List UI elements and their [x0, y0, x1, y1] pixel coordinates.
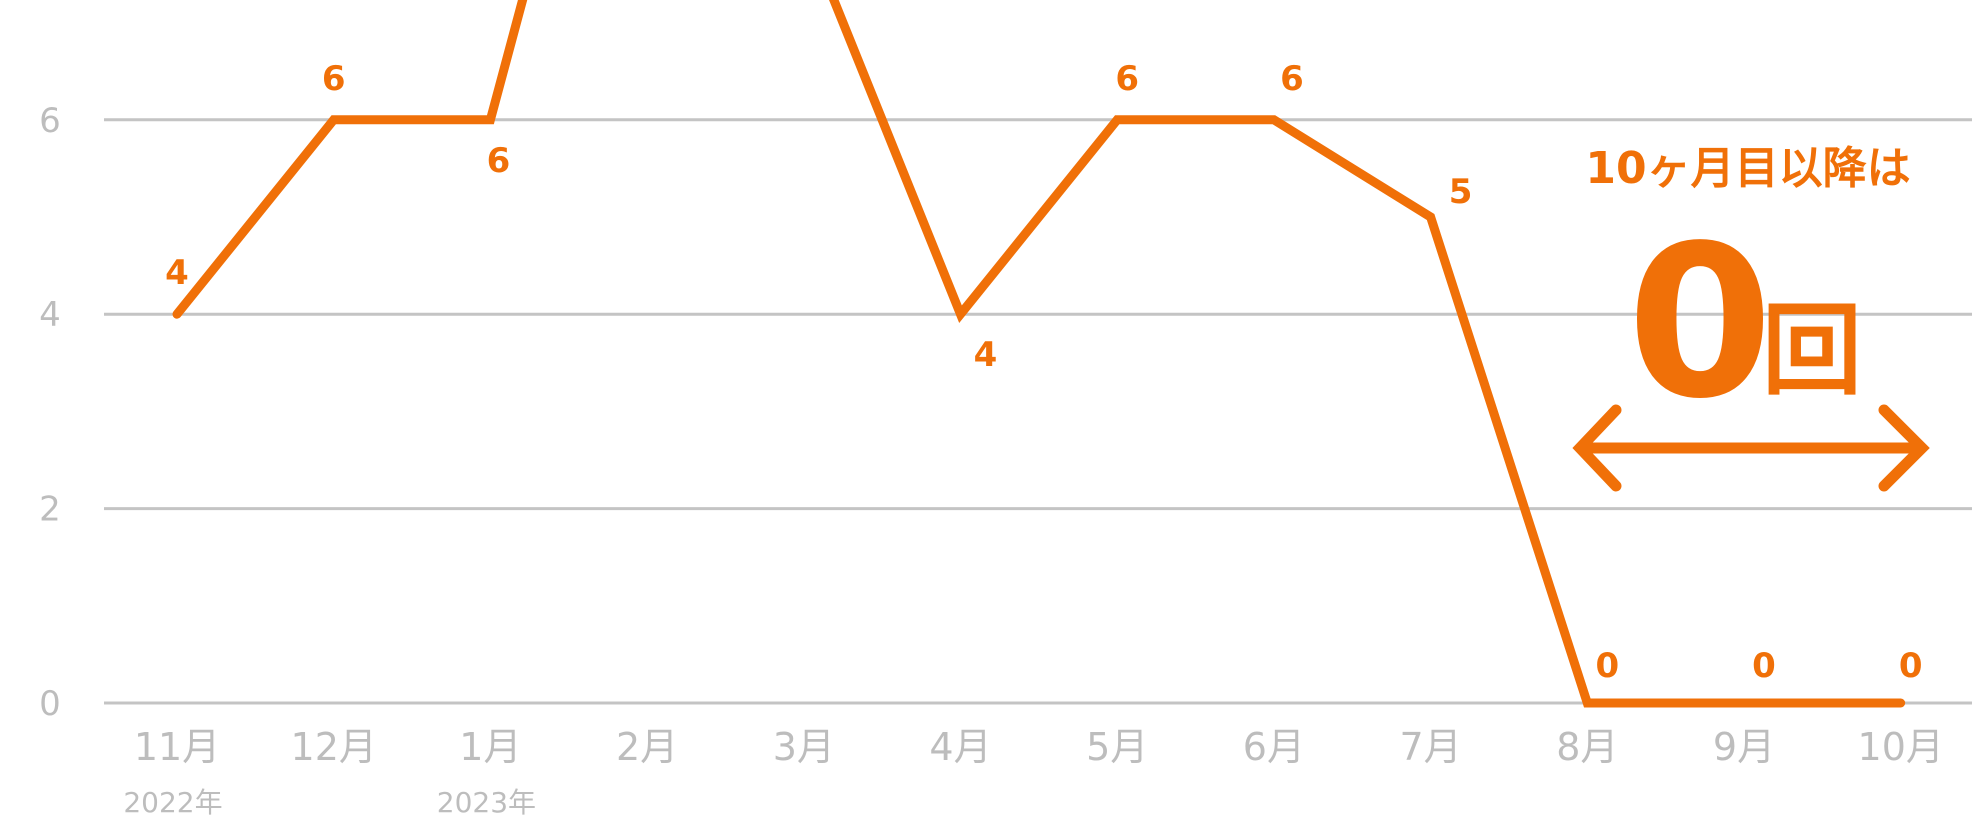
x-tick-label: 6月 — [1243, 725, 1305, 769]
range-arrow-left-head — [1572, 404, 1622, 492]
data-label: 6 — [1115, 59, 1139, 99]
data-labels: 4661284665000 — [165, 59, 1923, 686]
x-tick-label: 12月 — [291, 725, 377, 769]
data-label: 4 — [974, 335, 998, 375]
series-line — [172, 0, 1906, 708]
data-label: 0 — [1595, 646, 1619, 686]
x-tick-label: 11月 — [134, 725, 220, 769]
x-tick-label: 5月 — [1086, 725, 1148, 769]
data-label: 4 — [165, 253, 189, 293]
x-tick-label: 8月 — [1556, 725, 1618, 769]
data-label: 6 — [322, 59, 346, 99]
annotation-unit: 回 — [1762, 292, 1862, 409]
data-label: 6 — [1280, 59, 1304, 99]
range-arrow-right-head — [1878, 404, 1930, 492]
year-label: 2022年 — [123, 786, 222, 819]
x-tick-label: 7月 — [1400, 725, 1462, 769]
x-tick-label: 4月 — [929, 725, 991, 769]
annotation-zero-after-10-months: 10ヶ月目以降は 0 回 — [1572, 143, 1930, 492]
data-label: 0 — [1899, 646, 1923, 686]
x-tick-label: 10月 — [1858, 725, 1944, 769]
year-label: 2023年 — [437, 786, 536, 819]
x-tick-label: 3月 — [773, 725, 835, 769]
y-axis-ticks: 02468101214 — [39, 101, 61, 724]
x-tick-label: 1月 — [459, 725, 521, 769]
data-label: 0 — [1752, 646, 1776, 686]
data-label: 6 — [487, 141, 511, 181]
x-tick-label: 9月 — [1713, 725, 1775, 769]
y-tick-label-0: 0 — [39, 684, 61, 724]
annotation-big-value: 0 — [1627, 200, 1773, 445]
annotation-title: 10ヶ月目以降は — [1585, 143, 1910, 194]
data-label: 5 — [1449, 172, 1473, 212]
range-arrow-icon — [1572, 404, 1930, 492]
y-tick-label-6: 6 — [39, 101, 61, 141]
series-line-layer — [172, 0, 1906, 708]
x-tick-label: 2月 — [616, 725, 678, 769]
x-axis-ticks: 11月 12月 1月 2月 3月 4月 5月 6月 7月 8月 9月 10月 2022年 2023年 — [123, 725, 1944, 819]
y-tick-label-2: 2 — [39, 490, 61, 530]
y-tick-label-4: 4 — [39, 295, 61, 335]
